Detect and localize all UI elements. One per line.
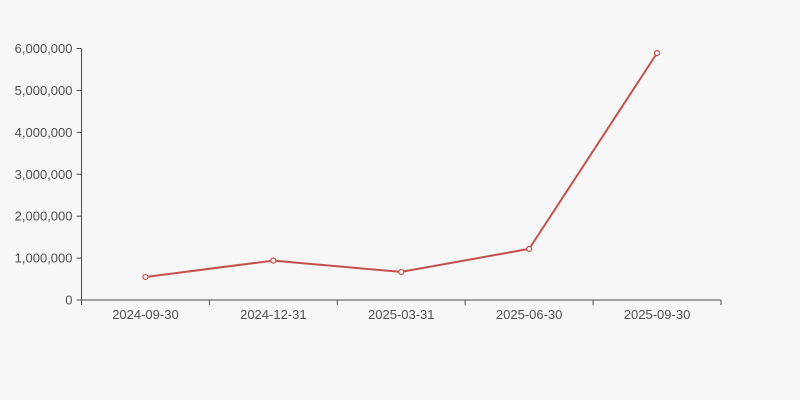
x-axis-tick-label: 2025-06-30	[496, 307, 563, 322]
series-line	[144, 52, 659, 278]
y-axis-tick-label: 4,000,000	[15, 125, 73, 140]
data-point-marker	[270, 257, 277, 264]
x-axis-tick-label: 2025-09-30	[624, 307, 691, 322]
data-point-marker	[653, 50, 661, 57]
data-point-marker	[398, 268, 405, 276]
y-axis-tick-label: 0	[65, 293, 72, 308]
x-axis-tick-label: 2025-03-31	[368, 307, 435, 322]
data-point-marker	[142, 273, 149, 281]
x-axis-tick-label: 2024-12-31	[240, 307, 307, 322]
y-axis-tick-label: 1,000,000	[15, 251, 73, 266]
y-axis-tick-label: 6,000,000	[15, 41, 73, 56]
y-axis-tick-label: 2,000,000	[15, 209, 73, 224]
y-axis-tick-label: 3,000,000	[15, 167, 73, 182]
data-point-marker	[526, 245, 533, 252]
x-axis-tick-label: 2024-09-30	[112, 307, 179, 322]
y-axis-tick-label: 5,000,000	[15, 83, 73, 98]
